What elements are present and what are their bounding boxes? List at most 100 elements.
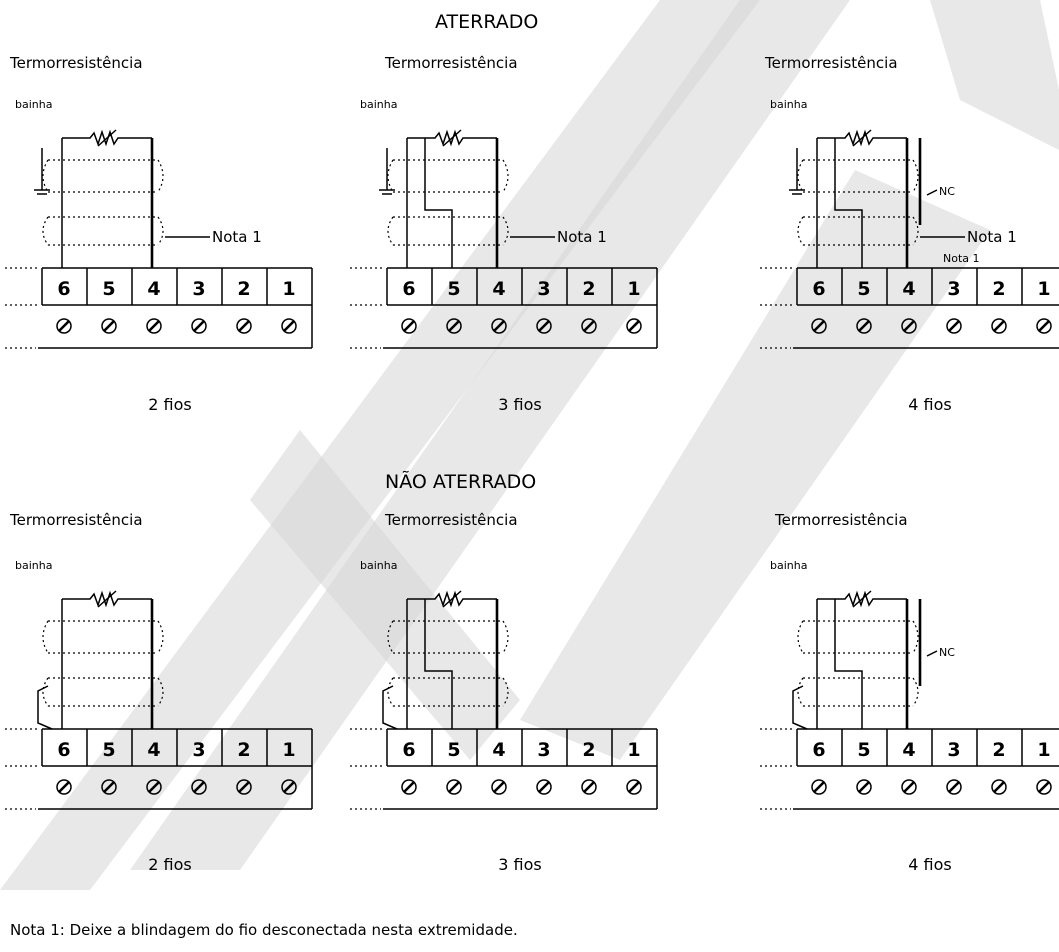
terminal-screw-icon — [56, 779, 72, 795]
resistor-zigzag — [407, 129, 497, 147]
sheath-drain-wire — [382, 685, 398, 730]
terminal-screw-icon — [856, 779, 872, 795]
sheath-label: bainha — [360, 98, 397, 111]
sheath-label: bainha — [770, 559, 807, 572]
shield-loop — [42, 677, 49, 707]
terminal-screw-icon — [946, 779, 962, 795]
resistor-element — [62, 590, 152, 608]
wires — [379, 138, 555, 268]
diagram-title: Termorresistência — [9, 511, 143, 529]
terminal-screw-slot — [148, 320, 160, 332]
shield-loop — [387, 216, 394, 246]
terminal-label-2: 2 — [582, 739, 595, 761]
terminal-screw-slot — [403, 320, 415, 332]
note-label: Nota 1 — [557, 228, 607, 246]
terminal-label-4: 4 — [492, 739, 505, 761]
resistor-arrow — [97, 129, 117, 147]
terminal-label-3: 3 — [947, 278, 960, 300]
terminal-label-5: 5 — [102, 739, 115, 761]
shield-loop — [42, 216, 49, 246]
terminal-label-2: 2 — [992, 739, 1005, 761]
terminal-screw-icon — [191, 779, 207, 795]
shield-loop — [912, 620, 919, 654]
terminal-screw-slot — [948, 320, 960, 332]
wires — [789, 138, 965, 268]
terminal-screw-slot — [193, 320, 205, 332]
sheath-label: bainha — [360, 559, 397, 572]
terminal-label-1: 1 — [627, 278, 640, 300]
terminal-screw-slot — [58, 781, 70, 793]
shield-loop — [502, 677, 509, 707]
note-label: Nota 1 — [943, 252, 980, 265]
sheath-label: bainha — [15, 559, 52, 572]
diagram-ungrounded-3-wire: Termorresistência 3 fios bainha 6 5 4 3 2 1 — [350, 511, 658, 874]
resistor-element — [407, 590, 497, 608]
terminal-label-1: 1 — [282, 278, 295, 300]
terminal-screw-icon — [401, 318, 417, 334]
wire-count-caption: 4 fios — [908, 855, 951, 874]
terminal-label-2: 2 — [237, 739, 250, 761]
terminal-screw-slot — [448, 781, 460, 793]
sheath-label: bainha — [770, 98, 807, 111]
resistor-element — [62, 129, 152, 147]
terminal-screw-icon — [281, 779, 297, 795]
diagram-title: Termorresistência — [9, 54, 143, 72]
watermark-stripe — [0, 0, 760, 890]
cable-shield — [42, 620, 164, 707]
shield-loop — [797, 216, 804, 246]
shield-loop — [912, 159, 919, 193]
shield-loop — [912, 677, 919, 707]
terminal-label-4: 4 — [147, 278, 160, 300]
sheath-label: bainha — [15, 98, 52, 111]
terminal-screw-icon — [856, 318, 872, 334]
terminal-screw-slot — [993, 781, 1005, 793]
diagram-title: Termorresistência — [764, 54, 898, 72]
shield-loop — [157, 216, 164, 246]
cable-shield — [387, 159, 509, 246]
shield-loop — [42, 620, 49, 654]
terminal-screw-slot — [1038, 781, 1050, 793]
resistor-arrow — [852, 129, 872, 147]
terminal-label-1: 1 — [627, 739, 640, 761]
cable-shield — [387, 620, 509, 707]
terminal-screw-slot — [538, 781, 550, 793]
terminal-label-3: 3 — [192, 278, 205, 300]
terminal-screw-icon — [991, 318, 1007, 334]
footnote: Nota 1: Deixe a blindagem do fio descone… — [10, 921, 518, 939]
terminal-label-2: 2 — [992, 278, 1005, 300]
terminal-screw-slot — [283, 781, 295, 793]
terminal-screw-icon — [146, 318, 162, 334]
cable-shield — [797, 620, 919, 707]
terminal-screw-icon — [1036, 318, 1052, 334]
shield-loop — [797, 159, 804, 193]
terminal-screw-slot — [238, 781, 250, 793]
resistor-zigzag — [407, 590, 497, 608]
wire-count-caption: 2 fios — [148, 395, 191, 414]
terminal-label-5: 5 — [857, 278, 870, 300]
wire-count-caption: 2 fios — [148, 855, 191, 874]
terminal-screw-slot — [583, 320, 595, 332]
terminal-label-4: 4 — [902, 278, 915, 300]
diagram-title: Termorresistência — [774, 511, 908, 529]
resistor-zigzag — [62, 590, 152, 608]
terminal-screw-slot — [58, 320, 70, 332]
terminal-block: 6 5 4 3 2 1 — [760, 728, 1059, 810]
shield-loop — [387, 677, 394, 707]
terminal-label-4: 4 — [902, 739, 915, 761]
wire-count-caption: 4 fios — [908, 395, 951, 414]
terminal-label-1: 1 — [282, 739, 295, 761]
terminal-screw-icon — [491, 779, 507, 795]
diagram-drawing: bainha 6 5 4 3 2 1 — [5, 559, 313, 810]
terminal-screw-slot — [238, 320, 250, 332]
terminal-label-5: 5 — [857, 739, 870, 761]
terminal-screw-slot — [448, 320, 460, 332]
terminal-screw-slot — [813, 320, 825, 332]
terminal-label-3: 3 — [537, 739, 550, 761]
terminal-screw-slot — [148, 781, 160, 793]
diagram-title: Termorresistência — [384, 54, 518, 72]
terminal-screw-icon — [811, 779, 827, 795]
terminal-screw-icon — [536, 318, 552, 334]
diagram-drawing: bainha 6 5 4 3 2 1 — [350, 559, 658, 810]
terminal-screw-icon — [101, 318, 117, 334]
terminal-screw-slot — [583, 781, 595, 793]
